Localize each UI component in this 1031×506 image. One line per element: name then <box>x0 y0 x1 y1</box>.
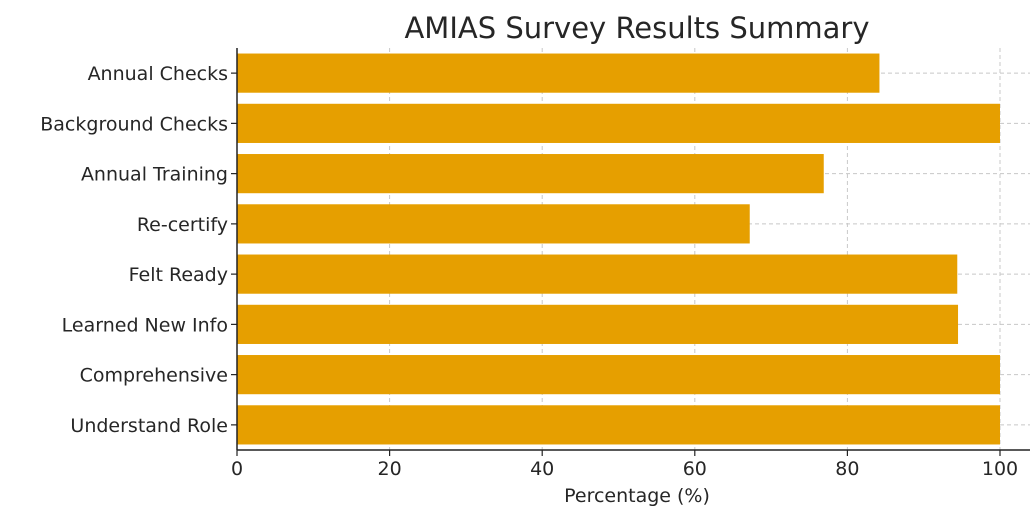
bar <box>237 405 1000 445</box>
x-tick-label: 0 <box>231 458 243 480</box>
bar <box>237 254 958 294</box>
y-tick-label: Felt Ready <box>129 264 228 286</box>
bar <box>237 355 1000 395</box>
y-tick-label: Background Checks <box>40 113 228 135</box>
y-tick-label: Annual Checks <box>88 63 228 85</box>
x-tick-label: 80 <box>835 458 859 480</box>
bar <box>237 304 959 344</box>
y-tick-label: Learned New Info <box>62 314 228 336</box>
x-tick-label: 60 <box>683 458 707 480</box>
x-tick-label: 100 <box>982 458 1018 480</box>
bar <box>237 204 750 244</box>
x-tick-labels: 0 20 40 60 80 100 <box>231 450 1018 480</box>
x-axis-label: Percentage (%) <box>564 485 710 506</box>
bar <box>237 154 824 194</box>
bar <box>237 103 1000 143</box>
x-tick-label: 40 <box>530 458 554 480</box>
y-tick-label: Understand Role <box>70 415 228 437</box>
bar <box>237 53 880 93</box>
y-tick-label: Annual Training <box>81 164 228 186</box>
x-tick-label: 20 <box>378 458 402 480</box>
chart-title: AMIAS Survey Results Summary <box>404 11 869 45</box>
y-tick-label: Re-certify <box>137 214 228 236</box>
axes <box>236 48 1030 451</box>
y-tick-label: Comprehensive <box>80 365 228 387</box>
y-tick-labels: Annual Checks Background Checks Annual Tra… <box>40 63 237 437</box>
bars-group <box>237 53 1000 445</box>
